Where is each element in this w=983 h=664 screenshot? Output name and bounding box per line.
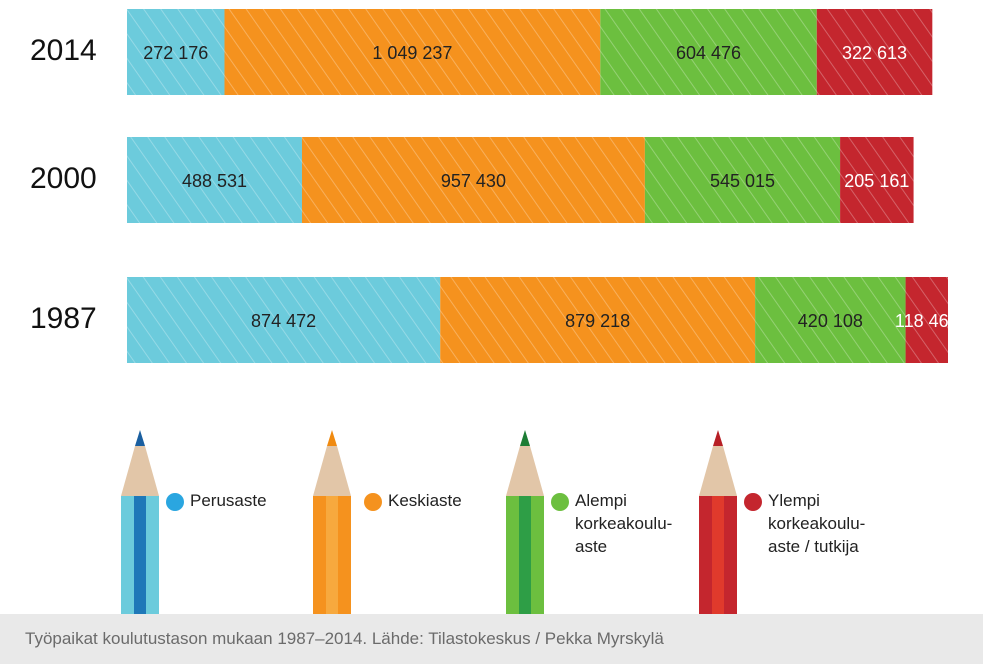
category-label: 2000 — [30, 162, 97, 195]
value-label: 957 430 — [441, 171, 506, 191]
chart: 2014 272 176 1 049 237 604 476 322 613 2000 48… — [30, 9, 959, 614]
value-label: 272 176 — [143, 43, 208, 63]
caption: Työpaikat koulutustason mukaan 1987–2014… — [0, 614, 983, 664]
pencil-lead — [135, 430, 145, 446]
legend-label-line: korkeakoulu- — [575, 514, 672, 533]
value-label: 205 161 — [844, 171, 909, 191]
pencil-stripe — [326, 496, 338, 614]
legend-item: Alempi korkeakoulu-aste — [506, 430, 672, 614]
bar-texture — [224, 9, 601, 95]
pencil-lead — [713, 430, 723, 446]
bar-texture — [440, 277, 756, 363]
value-label: 879 218 — [565, 311, 630, 331]
legend-label: Alempi korkeakoulu-aste — [575, 491, 672, 556]
legend-marker — [551, 493, 569, 511]
legend-label-line: Ylempi — [768, 491, 820, 510]
bar-texture — [127, 9, 225, 95]
pencil-lead — [327, 430, 337, 446]
bar-texture — [301, 137, 645, 223]
legend-label-line: korkeakoulu- — [768, 514, 865, 533]
legend-label-line: Keskiaste — [388, 491, 462, 510]
bar-texture — [600, 9, 817, 95]
legend-label-line: aste — [575, 537, 607, 556]
legend-label-line: aste / tutkija — [768, 537, 859, 556]
value-label: 118 461 — [895, 311, 959, 331]
pencil-wood — [313, 446, 351, 496]
legend-item: Ylempi korkeakoulu-aste / tutkija — [699, 430, 865, 614]
bar-texture — [816, 9, 933, 95]
pencil-lead — [520, 430, 530, 446]
legend-marker — [744, 493, 762, 511]
value-label: 420 108 — [798, 311, 863, 331]
legend-item: Keskiaste — [313, 430, 462, 614]
pencil-stripe — [712, 496, 724, 614]
legend-item: Perusaste — [121, 430, 267, 614]
pencil-stripe — [519, 496, 531, 614]
category-label: 1987 — [30, 302, 97, 335]
value-label: 545 015 — [710, 171, 775, 191]
bar-texture — [755, 277, 906, 363]
pencil-stripe — [134, 496, 146, 614]
value-label: 874 472 — [251, 311, 316, 331]
legend-marker — [364, 493, 382, 511]
bar-texture — [127, 137, 302, 223]
pencil-wood — [121, 446, 159, 496]
bar-texture — [905, 277, 948, 363]
bar-texture — [644, 137, 841, 223]
value-label: 1 049 237 — [372, 43, 452, 63]
bar-texture — [127, 277, 441, 363]
legend-label-line: Perusaste — [190, 491, 267, 510]
legend-label-line: Alempi — [575, 491, 627, 510]
legend-marker — [166, 493, 184, 511]
bar-texture — [840, 137, 914, 223]
pencil-wood — [699, 446, 737, 496]
pencil-wood — [506, 446, 544, 496]
legend-label: Keskiaste — [388, 491, 462, 510]
category-label: 2014 — [30, 34, 97, 67]
legend-label: Perusaste — [190, 491, 267, 510]
value-label: 488 531 — [182, 171, 247, 191]
value-label: 322 613 — [842, 43, 907, 63]
legend-label: Ylempi korkeakoulu-aste / tutkija — [768, 491, 865, 556]
value-label: 604 476 — [676, 43, 741, 63]
